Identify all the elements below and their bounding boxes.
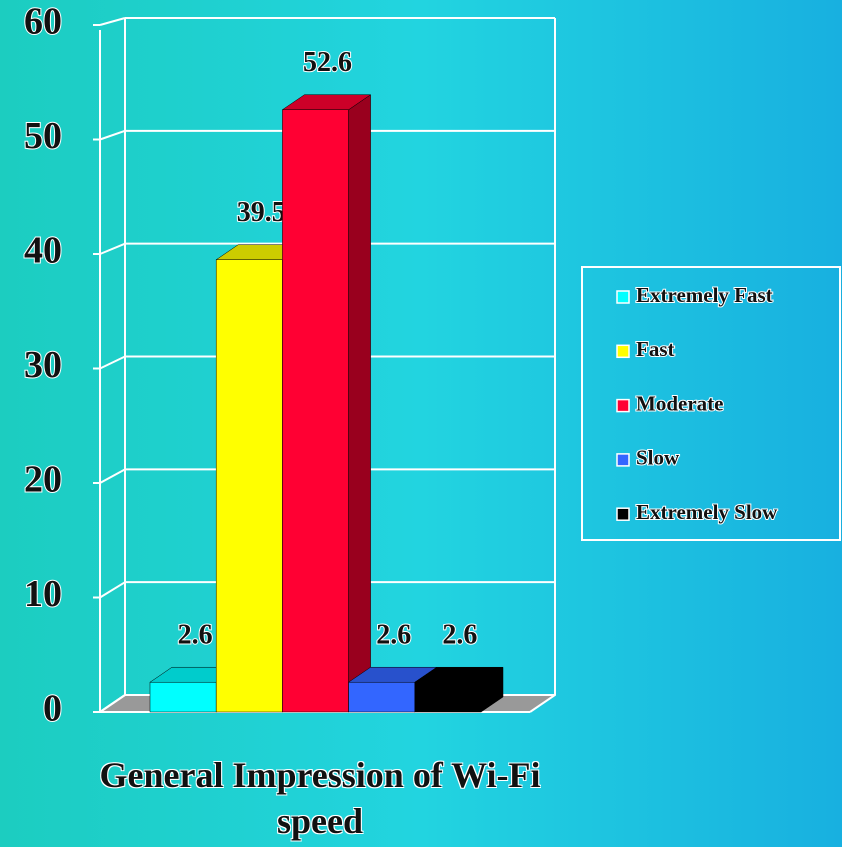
bar-top (281, 94, 372, 110)
y-tick-label: 60 (24, 1, 62, 43)
y-tick-label: 40 (24, 230, 62, 272)
data-label: 2.6 (442, 620, 477, 651)
grid-line (99, 242, 126, 255)
bar-side-shade (348, 94, 371, 713)
y-tick-label: 0 (43, 688, 62, 730)
grid-line (99, 355, 126, 370)
legend-label: Moderate (636, 391, 723, 415)
grid-line (99, 581, 126, 599)
bar-front (149, 681, 217, 713)
legend-swatch (616, 290, 630, 304)
bar-front (348, 681, 416, 713)
data-label: 2.6 (376, 620, 411, 651)
legend-box (581, 266, 841, 541)
legend-label: Extremely Slow (636, 500, 778, 524)
grid-line (99, 129, 126, 141)
legend-label: Extremely Fast (636, 283, 773, 307)
x-axis-label: General Impression of Wi-Fi speed (99, 755, 541, 841)
bar-top (413, 666, 504, 683)
grid-line (99, 694, 126, 713)
bar-front (414, 681, 482, 713)
bar-side-shade (481, 667, 503, 712)
legend-swatch (616, 344, 630, 359)
legend-swatch (616, 398, 630, 413)
legend-label: Fast (636, 337, 675, 361)
y-tick-label: 30 (24, 344, 62, 386)
bar-top-shade (414, 667, 503, 683)
legend-label: Slow (636, 446, 680, 470)
bar-top-shade (282, 94, 371, 110)
grid-line (99, 17, 126, 26)
legend-swatch (616, 453, 630, 467)
data-label: 2.6 (178, 620, 213, 651)
grid-line (99, 468, 126, 484)
y-tick-label: 20 (24, 459, 62, 501)
legend-swatch (616, 507, 630, 521)
data-label: 39.5 (237, 197, 286, 228)
bar-front (215, 259, 283, 713)
data-label: 52.6 (303, 47, 352, 78)
bar-top-shade (348, 667, 437, 683)
y-tick-label: 50 (24, 115, 62, 157)
bar-front (282, 109, 349, 713)
y-tick-label: 10 (24, 573, 62, 615)
